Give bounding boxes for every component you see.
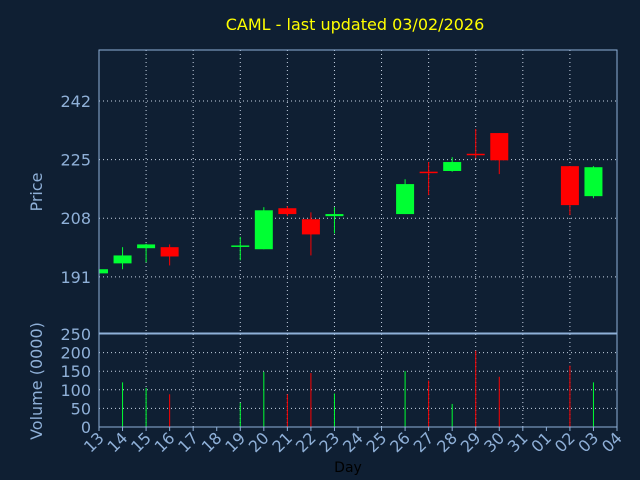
volume-tick-label: 50 [71, 399, 91, 418]
y-tick-label: 208 [60, 209, 91, 228]
candle-body [278, 208, 297, 215]
y-axis-label: Price [27, 172, 46, 211]
price-frame [98, 49, 618, 334]
candle-body [137, 244, 156, 249]
candle-body [325, 214, 344, 217]
volume-tick-label: 250 [60, 325, 91, 344]
candle-body [231, 245, 250, 247]
candle-body [490, 133, 509, 161]
candle-body [560, 166, 579, 206]
y-tick-label: 242 [60, 92, 91, 111]
volume-axis-label: Volume (0000) [27, 322, 46, 440]
candle-body [584, 167, 603, 197]
volume-tick-label: 0 [81, 418, 91, 437]
candle-body [160, 247, 179, 257]
volume-tick-label: 150 [60, 362, 91, 381]
x-axis-label: Day [334, 460, 362, 476]
chart-title: CAML - last updated 03/02/2026 [226, 15, 485, 34]
candle-body [443, 162, 462, 171]
candle-body [113, 255, 132, 264]
y-tick-label: 225 [60, 151, 91, 170]
x-tick-label: 04 [598, 428, 626, 456]
candle-body [254, 210, 273, 250]
candle-body [99, 269, 108, 274]
volume-tick-label: 200 [60, 344, 91, 363]
volume-frame [98, 333, 618, 428]
candle-body [301, 219, 320, 235]
candle-body [419, 171, 438, 174]
candle-body [396, 184, 415, 215]
candle-body [466, 153, 485, 156]
y-tick-label: 191 [60, 268, 91, 287]
volume-tick-label: 100 [60, 381, 91, 400]
